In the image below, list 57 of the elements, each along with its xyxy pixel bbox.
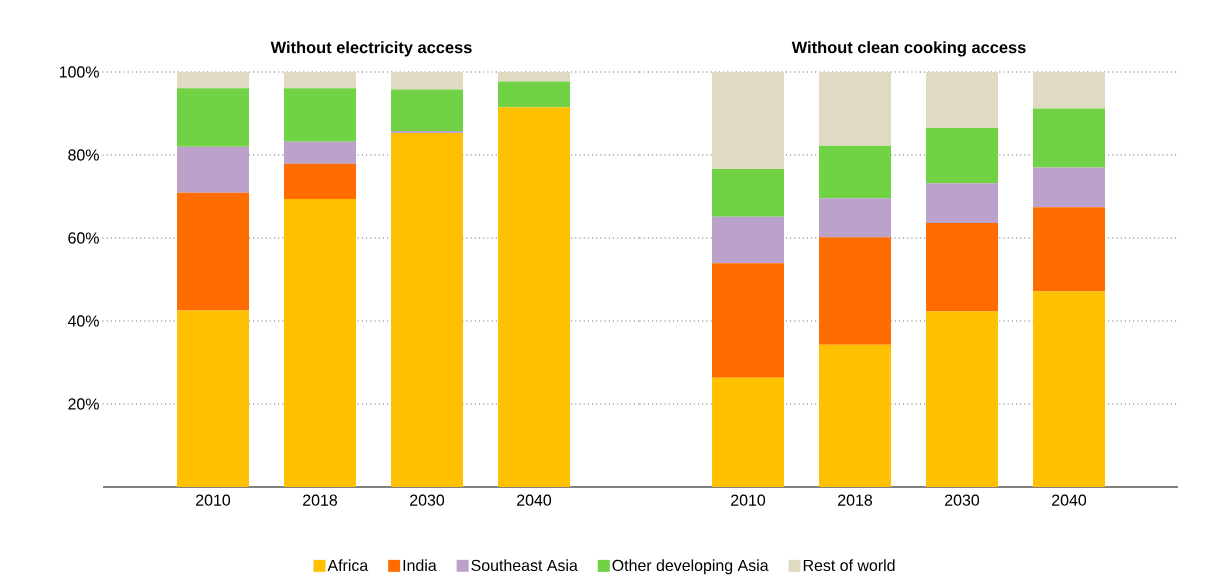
bar xyxy=(926,71,999,129)
x-tick-label: 2030 xyxy=(945,494,980,506)
bar xyxy=(284,163,356,199)
bar xyxy=(1033,291,1106,487)
bar xyxy=(498,107,571,487)
y-tick-label: 40% xyxy=(67,315,99,327)
bar xyxy=(712,71,785,170)
x-tick-label: 2010 xyxy=(731,494,766,506)
bar xyxy=(284,88,356,142)
bar xyxy=(284,72,356,89)
legend-label: Rest of world xyxy=(803,559,895,572)
bar xyxy=(819,344,892,487)
bar xyxy=(712,169,785,217)
bar xyxy=(177,88,249,147)
bar xyxy=(177,192,249,311)
bar xyxy=(926,311,999,487)
x-tick-label: 2030 xyxy=(410,494,445,506)
bar xyxy=(1033,108,1106,168)
bar xyxy=(1033,167,1106,208)
x-tick-label: 2040 xyxy=(517,494,552,506)
chart-title: Without clean cooking access xyxy=(791,41,1026,57)
legend-label: Southeast Asia xyxy=(471,559,578,572)
bar xyxy=(1033,71,1106,109)
x-tick-label: 2040 xyxy=(1052,494,1087,506)
bar xyxy=(1033,207,1106,292)
bar xyxy=(712,377,785,487)
x-tick-label: 2018 xyxy=(838,494,873,506)
x-tick-label: 2010 xyxy=(196,494,231,506)
bar xyxy=(284,141,356,164)
bar xyxy=(819,145,892,199)
bar xyxy=(284,198,356,487)
legend-label: Other developing Asia xyxy=(612,559,769,575)
bar xyxy=(712,216,785,264)
bar xyxy=(391,130,464,133)
y-tick-label: 20% xyxy=(68,398,99,410)
bar xyxy=(177,72,249,89)
y-tick-label: 60% xyxy=(68,232,99,244)
legend-label: India xyxy=(403,559,437,572)
bar xyxy=(498,81,571,108)
bar xyxy=(498,72,571,82)
legend-label: Africa xyxy=(327,559,369,572)
bar xyxy=(926,223,999,312)
bar xyxy=(819,198,892,238)
bar xyxy=(391,89,464,131)
x-tick-label: 2018 xyxy=(303,494,338,506)
y-tick-label: 100% xyxy=(59,66,99,78)
bar xyxy=(926,183,999,224)
bar xyxy=(819,237,892,345)
bar xyxy=(712,263,785,378)
bar xyxy=(926,128,999,184)
bar xyxy=(177,310,249,487)
chart-title: Without electricity access xyxy=(270,41,472,57)
bar xyxy=(819,71,892,146)
bar xyxy=(391,72,464,90)
bar xyxy=(391,133,464,487)
bar xyxy=(177,146,249,193)
y-tick-label: 80% xyxy=(68,149,99,161)
